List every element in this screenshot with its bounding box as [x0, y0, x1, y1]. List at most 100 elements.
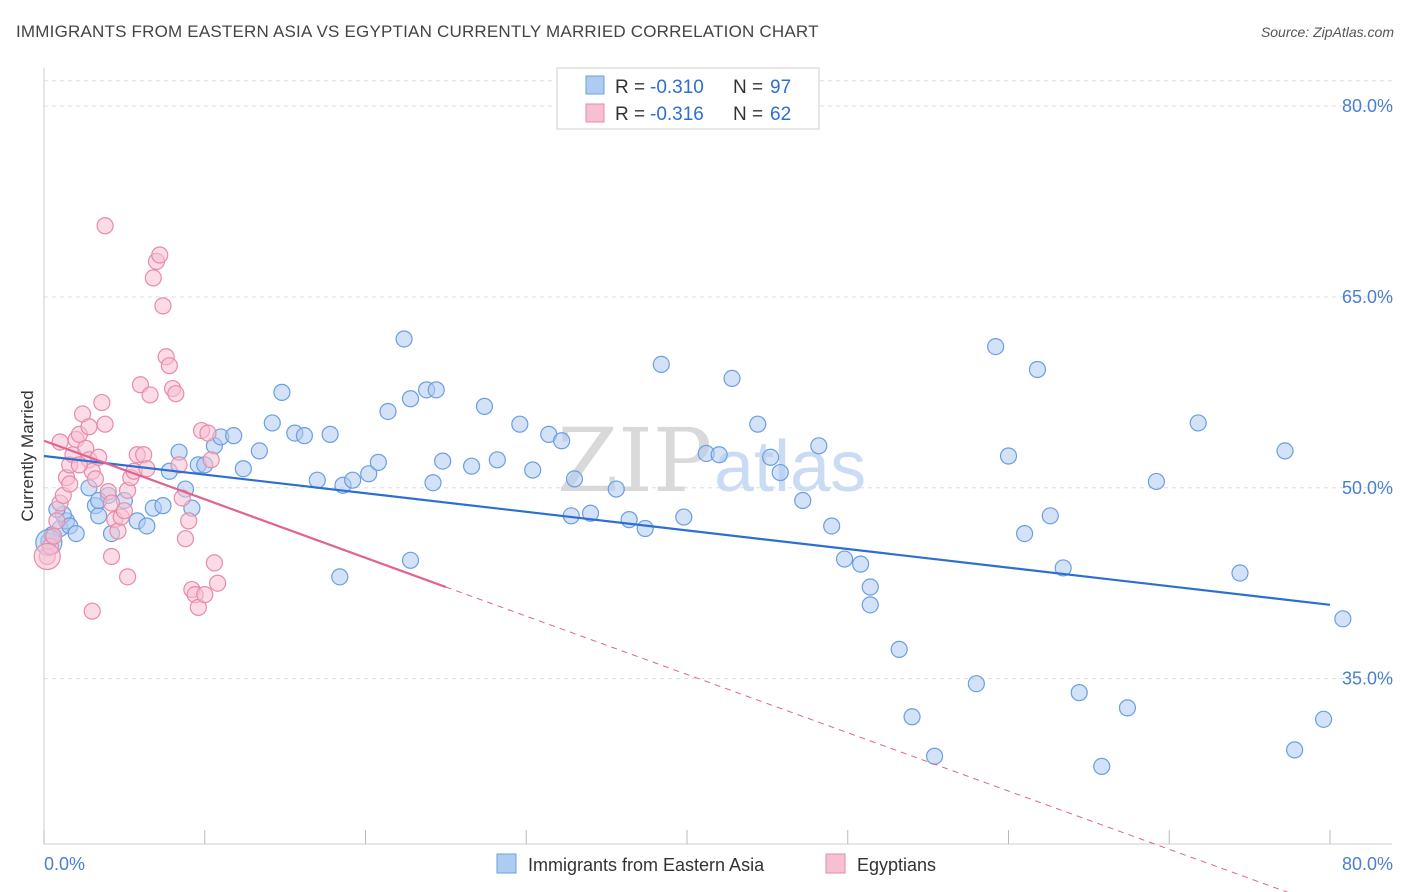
- data-point-eastern-asia: [794, 491, 812, 510]
- data-point-egyptians: [154, 297, 172, 315]
- series-egyptians-points: [33, 217, 227, 620]
- data-point-egyptians: [202, 451, 220, 469]
- series-legend-swatch-eastern-asia: [496, 853, 517, 874]
- data-point-eastern-asia: [890, 640, 908, 658]
- data-point-eastern-asia: [1314, 710, 1333, 728]
- data-point-egyptians: [115, 502, 133, 520]
- data-point-eastern-asia: [1118, 699, 1137, 717]
- data-point-eastern-asia: [401, 551, 420, 569]
- chart-title: IMMIGRANTS FROM EASTERN ASIA VS EGYPTIAN…: [16, 22, 819, 41]
- trend-line-egyptians: [43, 439, 447, 589]
- data-point-eastern-asia: [154, 497, 172, 515]
- y-tick-label: 35.0%: [1342, 669, 1393, 689]
- data-point-eastern-asia: [903, 708, 921, 726]
- data-point-eastern-asia: [1028, 360, 1047, 379]
- data-point-eastern-asia: [67, 524, 85, 543]
- data-point-egyptians: [135, 446, 153, 464]
- data-point-eastern-asia: [250, 442, 269, 460]
- data-point-egyptians: [170, 456, 188, 474]
- data-point-eastern-asia: [987, 337, 1005, 356]
- data-point-egyptians: [102, 494, 121, 512]
- data-point-eastern-asia: [749, 415, 767, 433]
- data-point-egyptians: [80, 418, 98, 436]
- data-point-eastern-asia: [553, 432, 571, 450]
- data-point-eastern-asia: [1334, 610, 1352, 628]
- data-point-eastern-asia: [524, 461, 542, 479]
- series-legend: Immigrants from Eastern Asia Egyptians: [496, 853, 936, 875]
- data-point-eastern-asia: [861, 578, 879, 596]
- data-point-eastern-asia: [607, 480, 625, 498]
- data-point-eastern-asia: [379, 402, 397, 421]
- data-point-eastern-asia: [475, 397, 494, 415]
- data-point-eastern-asia: [434, 452, 452, 470]
- data-point-eastern-asia: [90, 507, 108, 525]
- data-point-eastern-asia: [810, 437, 828, 455]
- data-point-eastern-asia: [1041, 507, 1059, 525]
- legend-r-value-blue: -0.310: [650, 77, 704, 98]
- legend-n-value-blue: 97: [770, 77, 791, 98]
- source-label: Source: ZipAtlas.com: [1260, 24, 1394, 40]
- data-point-eastern-asia: [771, 463, 789, 482]
- legend-n-label-blue: N =: [733, 77, 768, 98]
- data-point-eastern-asia: [835, 550, 854, 568]
- data-point-egyptians: [83, 602, 101, 620]
- data-point-eastern-asia: [1276, 442, 1294, 460]
- data-point-eastern-asia: [652, 355, 670, 374]
- data-point-eastern-asia: [1054, 559, 1072, 577]
- trend-line-eastern-asia: [43, 454, 1331, 606]
- data-point-eastern-asia: [1286, 741, 1304, 759]
- data-point-eastern-asia: [1015, 524, 1034, 543]
- data-point-eastern-asia: [331, 568, 349, 586]
- data-point-eastern-asia: [823, 517, 841, 535]
- legend-swatch-pink: [585, 103, 605, 123]
- data-point-egyptians: [151, 246, 169, 264]
- legend-r-value-pink: -0.316: [650, 104, 704, 125]
- data-point-eastern-asia: [675, 508, 693, 526]
- trend-lines: [43, 439, 1331, 892]
- data-point-eastern-asia: [511, 415, 529, 433]
- data-point-egyptians: [96, 415, 114, 433]
- series-legend-label-eastern-asia: Immigrants from Eastern Asia: [528, 855, 765, 875]
- data-point-eastern-asia: [273, 383, 291, 401]
- data-point-eastern-asia: [424, 474, 442, 492]
- watermark-atlas: atlas: [714, 427, 866, 507]
- data-point-eastern-asia: [1070, 684, 1088, 702]
- data-point-eastern-asia: [234, 460, 252, 478]
- data-point-egyptians: [109, 522, 127, 540]
- data-point-eastern-asia: [861, 596, 879, 614]
- y-tick-label: 65.0%: [1342, 287, 1393, 307]
- data-point-egyptians: [196, 586, 214, 604]
- watermark-zip: ZIP: [557, 409, 712, 512]
- data-point-egyptians: [45, 527, 63, 545]
- data-point-egyptians: [48, 512, 66, 530]
- series-eastern-asia-points: [35, 330, 1352, 776]
- data-point-egyptians-large: [33, 542, 61, 571]
- data-point-egyptians: [118, 568, 137, 586]
- data-point-eastern-asia: [761, 448, 780, 466]
- data-point-eastern-asia: [308, 471, 326, 489]
- data-point-eastern-asia: [1147, 472, 1165, 491]
- data-point-eastern-asia: [852, 555, 870, 573]
- data-point-egyptians: [86, 470, 105, 488]
- data-point-egyptians: [141, 386, 159, 404]
- data-point-eastern-asia: [462, 457, 481, 475]
- data-point-eastern-asia: [369, 453, 387, 471]
- trend-line-egyptians-extension: [445, 586, 1289, 892]
- data-point-egyptians: [205, 554, 223, 572]
- data-point-eastern-asia: [401, 390, 420, 408]
- data-point-eastern-asia: [344, 471, 362, 489]
- series-legend-label-egyptians: Egyptians: [857, 855, 936, 875]
- data-point-egyptians: [93, 393, 111, 412]
- data-point-eastern-asia: [710, 446, 728, 464]
- data-point-eastern-asia: [723, 369, 741, 387]
- data-point-eastern-asia: [1231, 564, 1249, 582]
- data-point-egyptians: [176, 530, 195, 548]
- data-point-egyptians: [167, 385, 185, 403]
- data-point-eastern-asia: [138, 517, 156, 535]
- series-legend-swatch-egyptians: [825, 853, 846, 874]
- data-point-egyptians: [160, 357, 178, 375]
- data-point-eastern-asia: [427, 381, 445, 399]
- data-point-eastern-asia: [488, 451, 506, 469]
- legend-n-value-pink: 62: [770, 104, 791, 125]
